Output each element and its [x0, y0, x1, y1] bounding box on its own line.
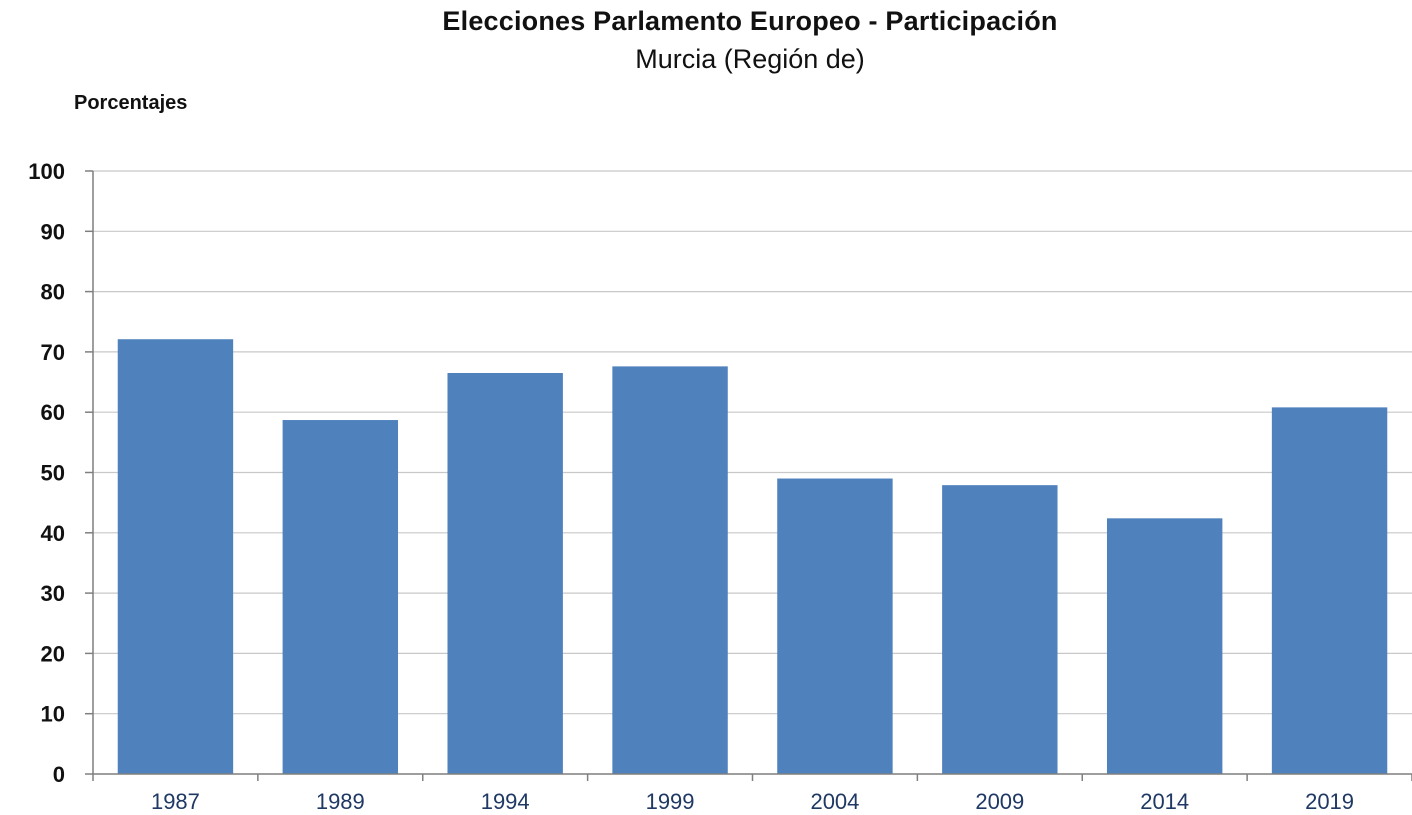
y-tick-labels: 0 10 20 30 40 50 60 70 80 90 100 — [28, 159, 65, 787]
x-tick-labels: 1987 1989 1994 1999 2004 2009 2014 2019 — [151, 789, 1354, 814]
y-tick-label: 10 — [41, 702, 65, 727]
y-tick-label: 0 — [53, 762, 65, 787]
x-tick-label: 1989 — [316, 789, 365, 814]
x-tick-label: 2004 — [810, 789, 859, 814]
bar-2004 — [777, 478, 893, 774]
y-tick-label: 60 — [41, 400, 65, 425]
bar-1994 — [447, 373, 563, 774]
bar-1999 — [612, 366, 728, 774]
y-tick-label: 20 — [41, 641, 65, 666]
x-tick-label: 2009 — [975, 789, 1024, 814]
y-tick-label: 80 — [41, 280, 65, 305]
chart-title: Elecciones Parlamento Europeo - Particip… — [442, 6, 1058, 36]
x-tick-label: 1987 — [151, 789, 200, 814]
y-tick-label: 40 — [41, 521, 65, 546]
y-tick-label: 30 — [41, 581, 65, 606]
y-tick-label: 50 — [41, 461, 65, 486]
bar-2014 — [1106, 518, 1223, 774]
bar-1989 — [282, 420, 399, 774]
chart-subtitle: Murcia (Región de) — [635, 44, 865, 74]
x-tick-label: 1994 — [481, 789, 530, 814]
y-axis-label: Porcentajes — [74, 92, 188, 114]
x-tick-label: 2019 — [1305, 789, 1354, 814]
bar-2009 — [942, 485, 1058, 774]
bar-2019 — [1271, 407, 1388, 774]
x-tick-label: 1999 — [646, 789, 695, 814]
y-tick-label: 100 — [28, 159, 65, 184]
y-tick-label: 90 — [41, 219, 65, 244]
axes — [85, 170, 1412, 781]
bars — [117, 339, 1388, 774]
x-tick-label: 2014 — [1140, 789, 1189, 814]
bar-1987 — [117, 339, 234, 774]
y-tick-label: 70 — [41, 340, 65, 365]
